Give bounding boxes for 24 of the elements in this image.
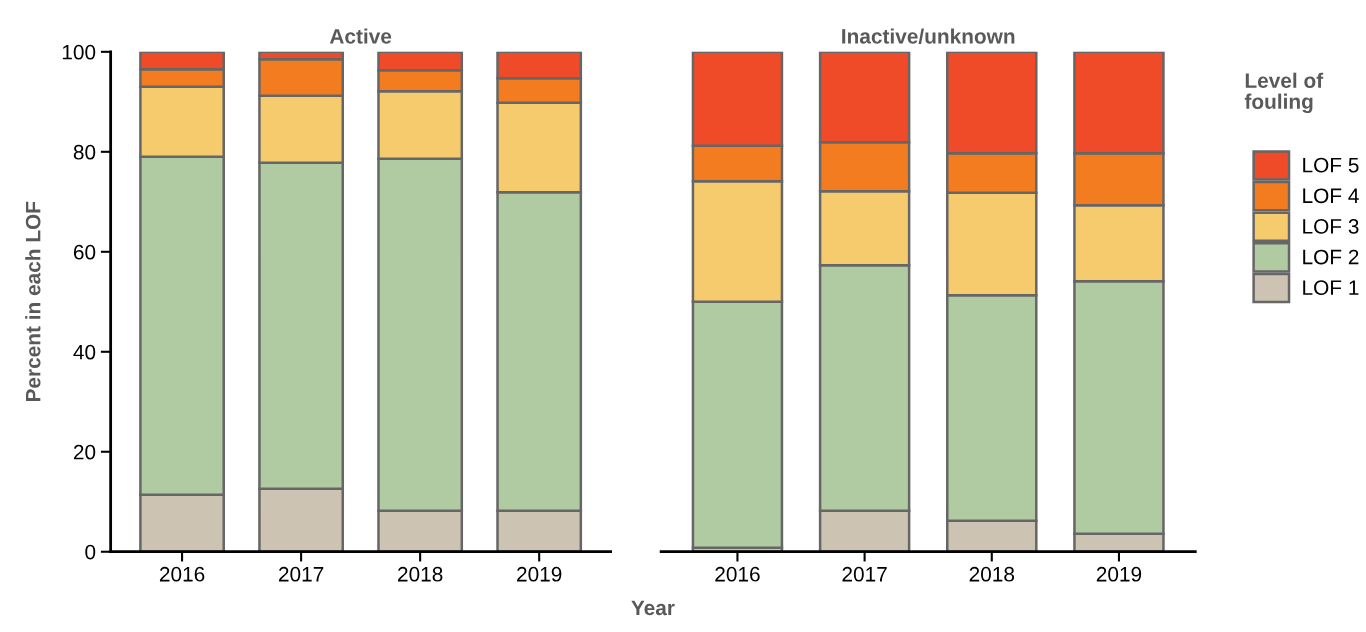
x-tick-label: 2017 [842, 566, 887, 582]
x-tick-label: 2019 [1096, 566, 1142, 582]
legend-label: LOF 1 [1303, 280, 1359, 296]
y-tick-label: 100 [62, 44, 96, 60]
x-tick-label: 2018 [398, 566, 443, 582]
x-axis-title: Year [631, 600, 675, 616]
y-tick-label: 80 [73, 144, 96, 160]
legend-label: LOF 2 [1303, 249, 1359, 265]
legend-title: Level of fouling [1244, 72, 1324, 114]
chart-title: Active [329, 28, 392, 44]
y-tick-label: 60 [73, 244, 96, 260]
x-tick-label: 2016 [715, 566, 760, 582]
y-tick-label: 0 [85, 544, 96, 560]
x-tick-label: 2018 [969, 566, 1015, 582]
chart-title: Inactive/unknown [842, 28, 1015, 44]
legend-label: LOF 4 [1303, 188, 1359, 204]
y-axis-title: Percent in each LOF [25, 201, 41, 402]
y-tick-label: 40 [73, 344, 96, 360]
legend-label: LOF 3 [1303, 219, 1359, 234]
legend-label: LOF 5 [1303, 157, 1359, 173]
x-tick-label: 2016 [159, 566, 205, 582]
y-tick-label: 20 [73, 444, 96, 460]
x-tick-label: 2017 [278, 566, 324, 582]
x-tick-label: 2019 [517, 566, 562, 582]
